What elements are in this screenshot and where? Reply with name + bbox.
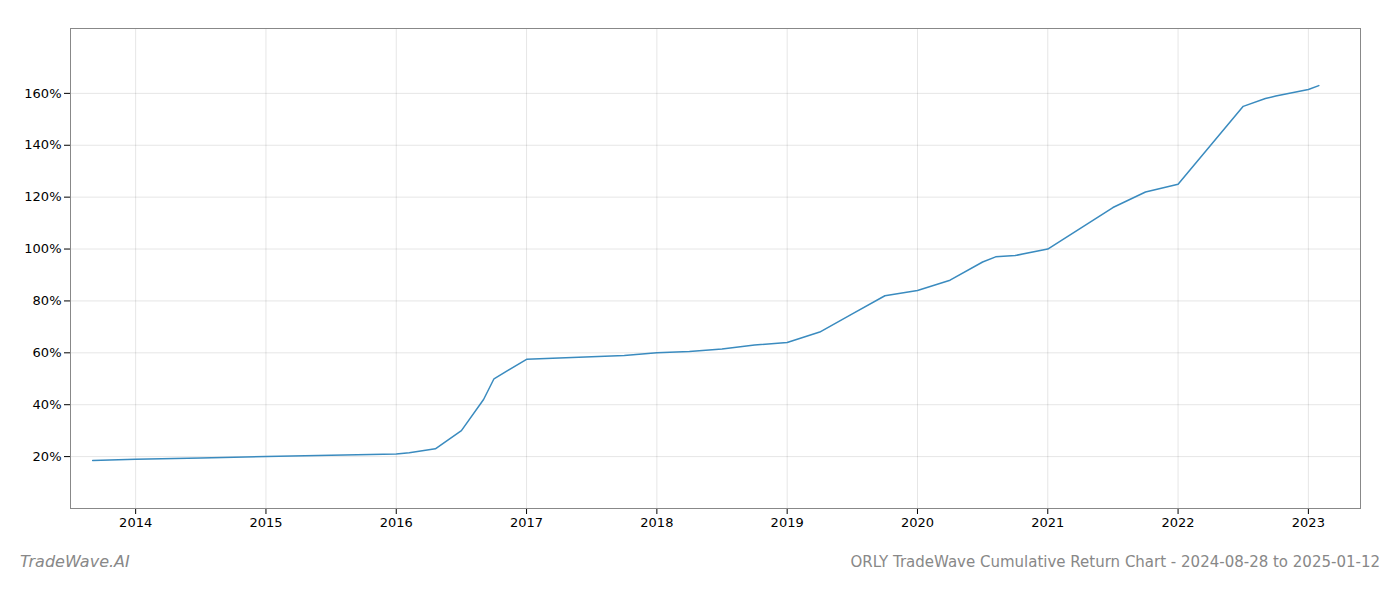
- svg-text:2014: 2014: [119, 515, 152, 530]
- svg-text:60%: 60%: [33, 345, 62, 360]
- svg-text:100%: 100%: [24, 241, 61, 256]
- svg-text:2021: 2021: [1031, 515, 1064, 530]
- svg-text:80%: 80%: [33, 293, 62, 308]
- svg-text:160%: 160%: [24, 86, 61, 101]
- svg-text:40%: 40%: [33, 397, 62, 412]
- svg-text:140%: 140%: [24, 137, 61, 152]
- svg-text:120%: 120%: [24, 189, 61, 204]
- svg-text:2015: 2015: [249, 515, 282, 530]
- html-text:ORLY TradeWave Cumulative Retu: ORLY TradeWave Cumulative Return Chart -…: [850, 553, 1380, 571]
- svg-text:2022: 2022: [1162, 515, 1195, 530]
- svg-text:2023: 2023: [1292, 515, 1325, 530]
- svg-text:20%: 20%: [33, 449, 62, 464]
- svg-text:2019: 2019: [771, 515, 804, 530]
- html-text:TradeWave.AI: TradeWave.AI: [20, 552, 130, 571]
- svg-text:2020: 2020: [901, 515, 934, 530]
- svg-text:2018: 2018: [640, 515, 673, 530]
- svg-text:2016: 2016: [380, 515, 413, 530]
- svg-text:2017: 2017: [510, 515, 543, 530]
